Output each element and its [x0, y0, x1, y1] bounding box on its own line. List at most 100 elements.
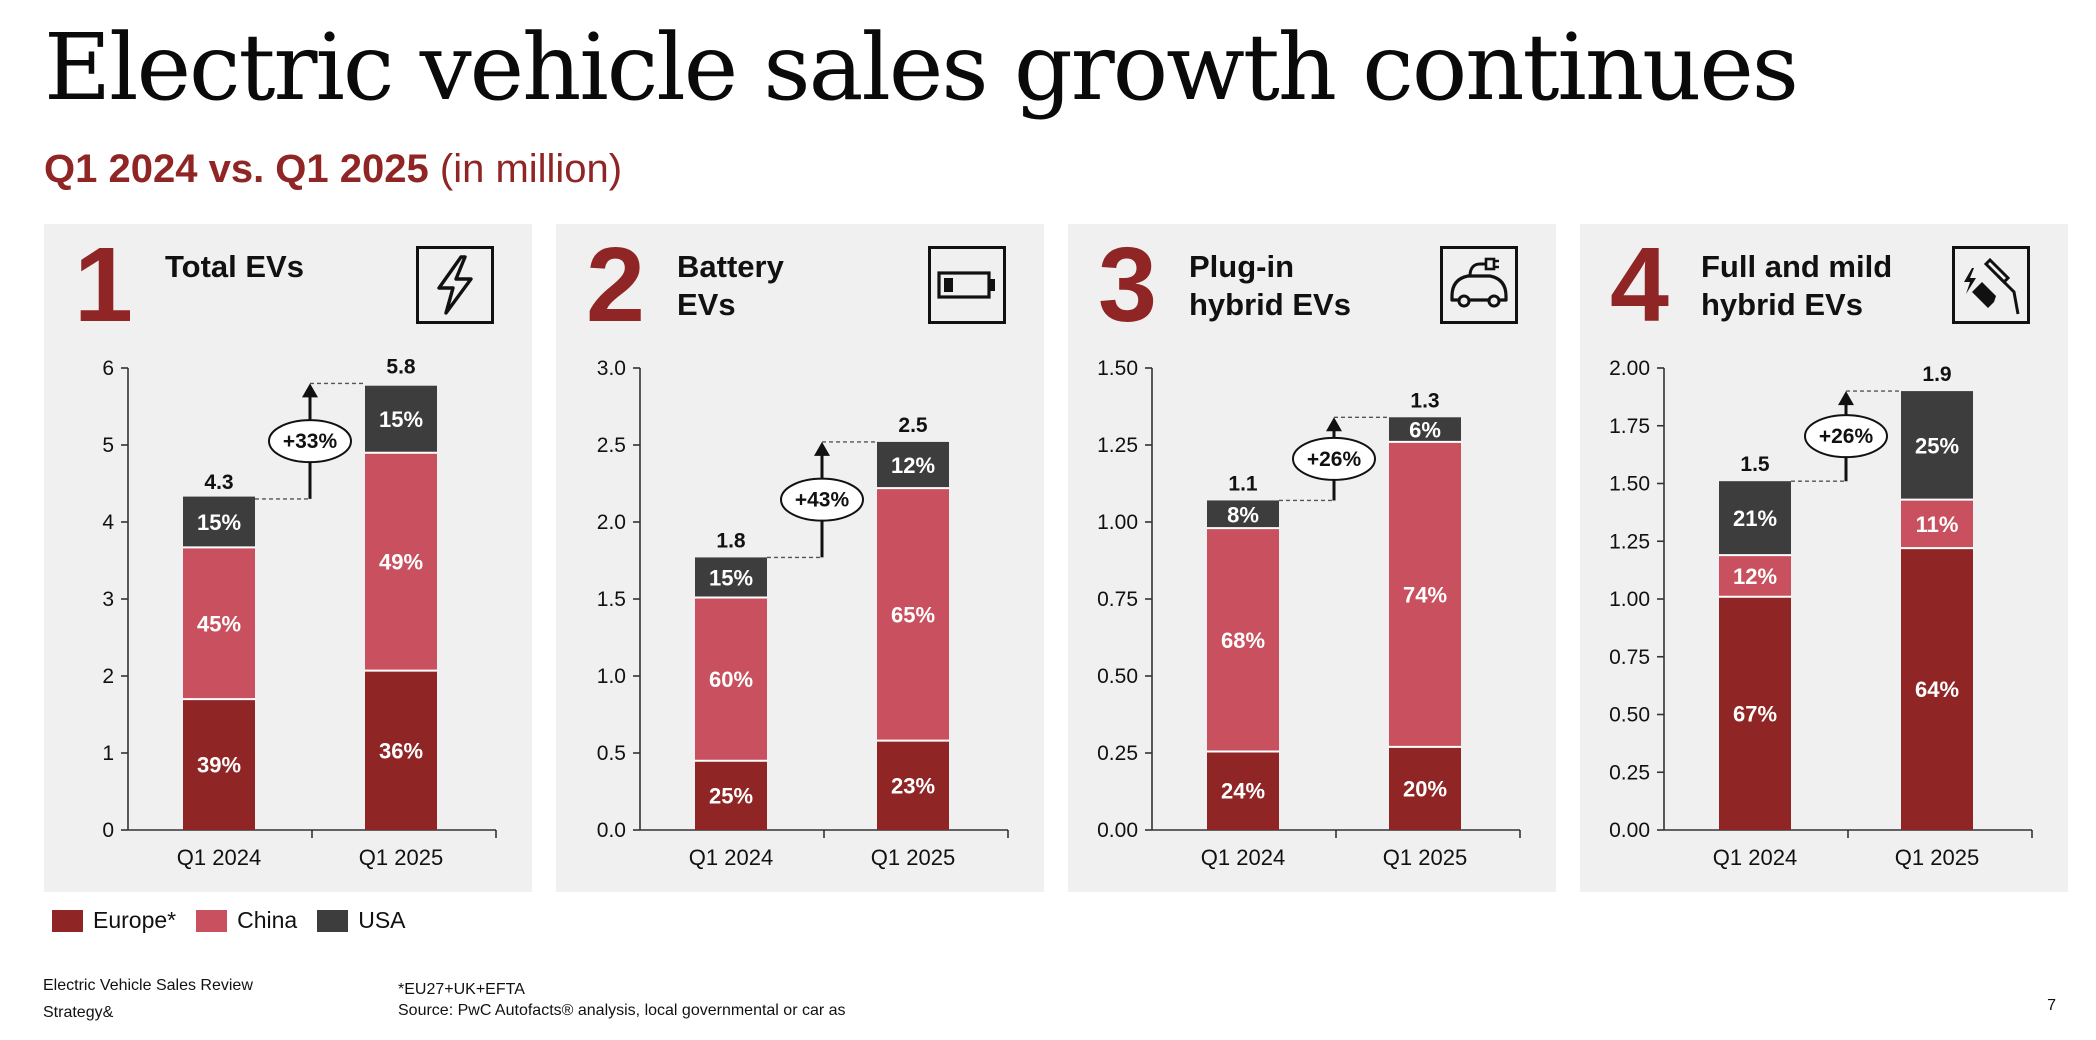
total-label: 5.8	[386, 355, 416, 378]
y-tick-label: 2	[102, 665, 114, 688]
bar-segment-europe	[365, 670, 437, 830]
y-tick-label: 5	[102, 434, 114, 457]
data-label: 8%	[1227, 502, 1259, 527]
bar-segment-europe	[183, 699, 255, 830]
y-tick-label: 1.0	[597, 665, 626, 688]
x-tick-label: Q1 2024	[689, 845, 773, 870]
legend-item-europe: Europe*	[52, 907, 176, 934]
chart-battery-evs: 0.0 0.5 1.0 1.5 2.0 2.5 3.0 Q1 2024 Q1 2025 25% 60…	[597, 357, 1009, 870]
x-tick-label: Q1 2024	[1713, 845, 1797, 870]
data-label: 60%	[709, 667, 753, 692]
plug-car-icon	[1440, 246, 1518, 324]
data-label: 11%	[1916, 512, 1959, 537]
y-tick-label: 2.5	[597, 434, 626, 457]
data-label: 67%	[1733, 701, 1777, 726]
growth-arrow-head	[302, 383, 318, 398]
battery-icon	[928, 246, 1006, 324]
footer-brand: Strategy&	[43, 1004, 114, 1021]
data-label: 68%	[1221, 628, 1265, 653]
growth-label: +26%	[1307, 448, 1362, 471]
blurred-overlay	[870, 955, 1240, 1025]
data-label: 65%	[891, 602, 935, 627]
panel-title-line: Total EVs	[165, 249, 304, 284]
growth-label: +43%	[795, 489, 850, 512]
panel-number: 2	[586, 226, 645, 344]
growth-label: +26%	[1819, 425, 1874, 448]
data-label: 49%	[379, 550, 423, 575]
y-tick-label: 1.75	[1609, 415, 1650, 438]
legend-item-usa: USA	[317, 907, 406, 934]
panel-title-line: hybrid EVs	[1189, 287, 1351, 322]
panel-title-line: Plug-in	[1189, 249, 1295, 284]
footnote: *EU27+UK+EFTA	[398, 981, 525, 998]
y-tick-label: 0.50	[1609, 704, 1650, 727]
panel-title-line: Full and mild	[1701, 249, 1893, 284]
bar-segment-usa	[695, 557, 767, 598]
bar-segment-europe	[695, 760, 767, 830]
growth-arrow-head	[1326, 417, 1342, 432]
panel-full-mild-hybrid-evs: 4 Full and mild hybrid EVs 0.00 0.25 0.50 0…	[1580, 224, 2068, 892]
bar-segment-usa	[1901, 391, 1973, 500]
lightning-icon	[416, 246, 494, 324]
panel-battery-evs: 2 Battery EVs 0.0 0.5 1.0 1.5 2.0 2.5 3.0 Q1 20…	[556, 224, 1044, 892]
bar-segment-europe	[877, 740, 949, 830]
total-label: 1.3	[1410, 389, 1439, 412]
y-tick-label: 2.00	[1609, 357, 1650, 380]
y-tick-label: 1.00	[1097, 511, 1138, 534]
y-tick-label: 0.0	[597, 819, 626, 842]
bar-segment-europe	[1719, 596, 1791, 830]
x-tick-label: Q1 2024	[1201, 845, 1285, 870]
y-tick-label: 0.5	[597, 742, 626, 765]
panel-title: Total EVs	[165, 248, 304, 286]
data-label: 45%	[197, 611, 241, 636]
legend-item-china: China	[196, 907, 297, 934]
legend-swatch	[52, 909, 83, 932]
panel-title-line: hybrid EVs	[1701, 287, 1863, 322]
y-tick-label: 0.00	[1609, 819, 1650, 842]
legend-label: China	[237, 907, 298, 933]
growth-badge	[1804, 414, 1888, 459]
x-tick-label: Q1 2025	[359, 845, 443, 870]
growth-label: +33%	[283, 430, 338, 453]
bar-segment-china	[365, 452, 437, 671]
chart-plug-in-hybrid-evs: 0.00 0.25 0.50 0.75 1.00 1.25 1.50 Q1 2024 Q1 20…	[1097, 357, 1521, 870]
panel-title-line: EVs	[677, 287, 736, 322]
bar-segment-china	[877, 488, 949, 741]
y-tick-label: 2.0	[597, 511, 626, 534]
data-label: 12%	[1733, 564, 1777, 589]
legend-label: USA	[358, 907, 406, 933]
panel-title: Plug-in hybrid EVs	[1189, 248, 1351, 324]
y-tick-label: 0.25	[1097, 742, 1138, 765]
y-tick-label: 6	[102, 357, 114, 380]
data-label: 15%	[197, 510, 241, 535]
total-label: 2.5	[898, 414, 928, 437]
data-label: 20%	[1403, 776, 1447, 801]
y-tick-label: 0.00	[1097, 819, 1138, 842]
subtitle-period: Q1 2024 vs. Q1 2025	[44, 147, 429, 191]
legend-swatch	[317, 909, 349, 932]
fuel-electric-icon	[1952, 246, 2030, 324]
data-label: 24%	[1221, 779, 1265, 804]
y-tick-label: 1.25	[1609, 530, 1650, 553]
y-tick-label: 0.50	[1097, 665, 1138, 688]
bar-segment-china	[695, 597, 767, 761]
y-tick-label: 1.50	[1609, 473, 1650, 496]
page-title: Electric vehicle sales growth continues	[44, 14, 1799, 121]
data-label: 15%	[379, 407, 423, 432]
total-label: 1.1	[1228, 472, 1258, 495]
page-number: 7	[2047, 997, 2056, 1014]
subtitle-unit: (in million)	[439, 147, 623, 191]
data-label: 25%	[1915, 433, 1959, 458]
bar-segment-usa	[1719, 481, 1791, 556]
bar-segment-europe	[1207, 751, 1279, 830]
total-label: 1.8	[716, 529, 746, 552]
x-tick-label: Q1 2024	[177, 845, 261, 870]
x-tick-label: Q1 2025	[1895, 845, 1979, 870]
panel-number: 4	[1610, 226, 1669, 344]
bar-segment-usa	[183, 496, 255, 548]
y-tick-label: 0	[102, 819, 114, 842]
total-label: 1.5	[1740, 453, 1770, 476]
y-tick-label: 1.25	[1097, 434, 1138, 457]
y-tick-label: 1.50	[1097, 357, 1138, 380]
panel-title: Battery EVs	[677, 248, 784, 324]
